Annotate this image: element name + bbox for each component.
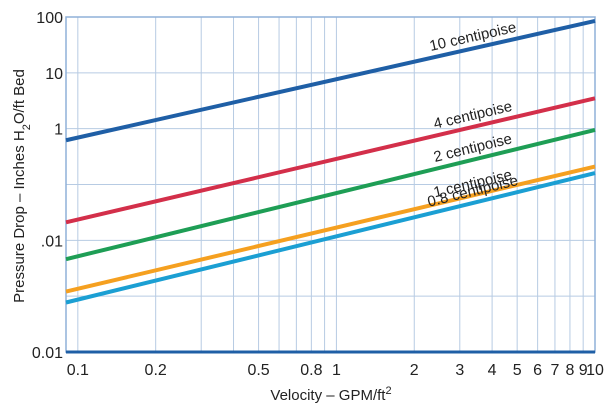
x-tick-label: 6 [533,362,542,379]
x-tick-label: 0.5 [247,362,269,379]
x-tick-labels: 0.1 0.2 0.5 0.8 1 2 3 4 5 6 7 8 910 [67,362,604,379]
x-tick-label: 4 [488,362,497,379]
x-axis-title: Velocity – GPM/ft2 [270,385,391,404]
y-tick-label: 10 [45,66,63,83]
y-tick-label: 0.01 [32,345,63,362]
series-line [65,18,596,143]
series-line [65,127,596,262]
x-tick-label: 7 [550,362,559,379]
y-tick-labels: 100 10 1 .01 0.01 [32,10,63,362]
x-tick-label: 1 [332,362,341,379]
y-tick-label: 100 [36,10,63,27]
y-axis-title: Pressure Drop – Inches H2O/ft Bed [11,69,33,303]
x-tick-label: 8 [565,362,574,379]
series-line [65,164,596,294]
x-tick-label: 10 [586,362,604,379]
y-tick-label: .01 [41,233,63,250]
x-tick-label: 2 [410,362,419,379]
series-lines [65,18,596,305]
y-tick-label: 1 [54,122,63,139]
x-tick-label: 5 [513,362,522,379]
series-line [65,96,596,225]
x-tick-label: 0.8 [300,362,322,379]
x-tick-label: 0.2 [145,362,167,379]
x-tick-label: 3 [455,362,464,379]
series-line [65,171,596,305]
x-tick-label: 0.1 [67,362,89,379]
x-tick-label: 9 [579,362,588,379]
